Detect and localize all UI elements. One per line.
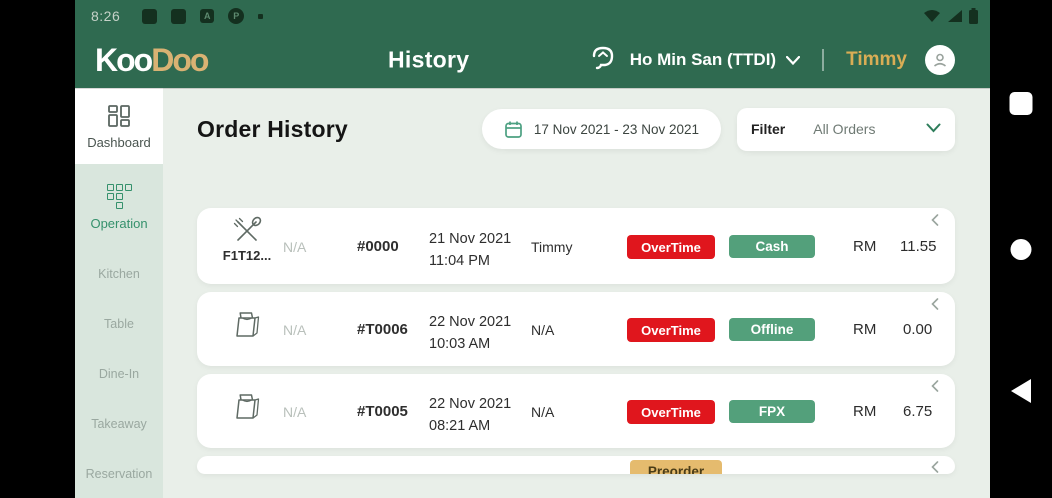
order-id-value: #T0005 [357, 403, 408, 420]
time-value: 08:21 AM [429, 418, 491, 435]
total-value: 0.00 [903, 321, 933, 338]
status-value: N/A [283, 239, 307, 255]
order-history-panel: Order History 17 Nov 2021 - 23 Nov 2021 … [163, 88, 990, 498]
time-value: 10:03 AM [429, 336, 491, 353]
currency-label: RM [853, 238, 877, 255]
date-value: 22 Nov 2021 [429, 314, 512, 330]
date-range-value: 17 Nov 2021 - 23 Nov 2021 [533, 121, 699, 137]
waiting-time-badge: Preorder [630, 460, 722, 474]
takeaway-bag-icon [236, 312, 260, 337]
staff-value: Timmy [531, 239, 573, 255]
left-bezel [0, 0, 75, 498]
staff-value: N/A [531, 404, 555, 420]
app-square-icon [171, 8, 187, 24]
signal-icon [948, 10, 962, 22]
currency-label: RM [853, 321, 877, 338]
chevron-down-icon [786, 55, 801, 65]
payment-status-badge: Offline [729, 318, 815, 341]
notification-icons: A P [142, 8, 264, 24]
status-bar: 8:26 A P [75, 0, 990, 32]
home-button[interactable] [1010, 239, 1032, 260]
datetime-value: 22 Nov 2021 08:21 AM [429, 393, 511, 438]
sidebar-item-dashboard[interactable]: Dashboard [75, 88, 163, 164]
date-value: 22 Nov 2021 [429, 396, 512, 412]
order-row[interactable]: N/A #T0006 22 Nov 2021 10:03 AM N/A Over… [197, 292, 955, 366]
status-value: N/A [283, 404, 307, 420]
dashboard-grid-icon [108, 104, 130, 127]
recents-button[interactable] [1009, 92, 1033, 115]
sidebar: Dashboard Operation Kitchen Table Dine-I… [75, 88, 163, 498]
page-title: Order History [197, 115, 348, 142]
order-row[interactable]: N/A #T0005 22 Nov 2021 08:21 AM N/A Over… [197, 374, 955, 448]
waiting-time-badge: OverTime [627, 235, 715, 259]
branch-selector[interactable]: Ho Min San (TTDI) [629, 50, 801, 70]
collapse-chevron-icon[interactable] [931, 460, 939, 474]
android-nav-bar [990, 0, 1052, 498]
order-id-value: #0000 [357, 238, 399, 255]
sidebar-item-label: Operation [90, 216, 148, 231]
status-value: N/A [283, 322, 307, 338]
sidebar-item-label: Dashboard [87, 134, 151, 150]
filter-label: Filter [751, 121, 786, 137]
battery-icon [969, 8, 978, 24]
person-icon [933, 53, 947, 67]
sidebar-item-takeaway[interactable]: Takeaway [91, 417, 147, 431]
currency-label: RM [853, 403, 877, 420]
logo-text-white: Koo [95, 41, 153, 78]
app-header: Koo Doo History Ho Min San (TTDI) Timmy [75, 32, 990, 88]
logo-text-gold: Doo [151, 41, 209, 78]
sidebar-item-kitchen[interactable]: Kitchen [98, 267, 140, 281]
order-row[interactable]: F1T12... N/A #0000 21 Nov 2021 11:04 PM … [197, 208, 955, 284]
collapse-chevron-icon[interactable] [931, 213, 939, 231]
app-window: 8:26 A P Koo Doo History [75, 0, 990, 498]
clock: 8:26 [91, 8, 121, 24]
datetime-value: 22 Nov 2021 10:03 AM [429, 311, 511, 356]
waiting-time-badge: OverTime [627, 400, 715, 424]
time-value: 11:04 PM [429, 253, 490, 270]
filter-selected-value: All Orders [813, 121, 876, 137]
app-square-icon [142, 8, 158, 24]
koodoo-logo: Koo Doo [95, 41, 209, 79]
table-code-label: F1T12... [222, 248, 272, 263]
collapse-chevron-icon[interactable] [931, 379, 939, 397]
order-row-partial[interactable]: Preorder [197, 456, 955, 474]
sidebar-item-reservation[interactable]: Reservation [85, 467, 153, 481]
staff-value: N/A [531, 322, 555, 338]
branch-name: Ho Min San (TTDI) [629, 50, 777, 69]
payment-status-badge: FPX [729, 400, 815, 423]
total-value: 6.75 [903, 403, 933, 420]
waiting-time-badge: OverTime [627, 318, 715, 342]
back-button[interactable] [1011, 379, 1031, 403]
avatar[interactable] [925, 45, 955, 75]
translate-a-icon: A [200, 9, 215, 23]
collapse-chevron-icon[interactable] [931, 297, 939, 315]
operation-modules-icon [106, 184, 132, 209]
calendar-icon [505, 121, 522, 138]
wifi-icon [924, 10, 940, 22]
filter-dropdown[interactable]: Filter All Orders [737, 107, 955, 151]
payment-status-badge: Cash [729, 235, 815, 258]
dot-icon [258, 13, 264, 19]
store-icon [588, 44, 618, 77]
chevron-down-icon [926, 120, 941, 138]
date-value: 21 Nov 2021 [429, 231, 512, 247]
takeaway-bag-icon [236, 394, 260, 419]
logged-in-user: Timmy [846, 49, 907, 70]
page-header-title: History [388, 46, 470, 73]
datetime-value: 21 Nov 2021 11:04 PM [429, 228, 511, 273]
date-range-picker[interactable]: 17 Nov 2021 - 23 Nov 2021 [481, 109, 721, 149]
order-id-value: #T0006 [357, 321, 408, 338]
total-value: 11.55 [900, 238, 937, 255]
app-p-circle-icon: P [228, 8, 245, 24]
sidebar-item-dine-in[interactable]: Dine-In [98, 367, 140, 381]
divider [822, 49, 825, 71]
dine-in-cutlery-icon [233, 216, 262, 241]
sidebar-item-table[interactable]: Table [104, 317, 134, 331]
sidebar-item-operation[interactable]: Operation [90, 184, 148, 231]
